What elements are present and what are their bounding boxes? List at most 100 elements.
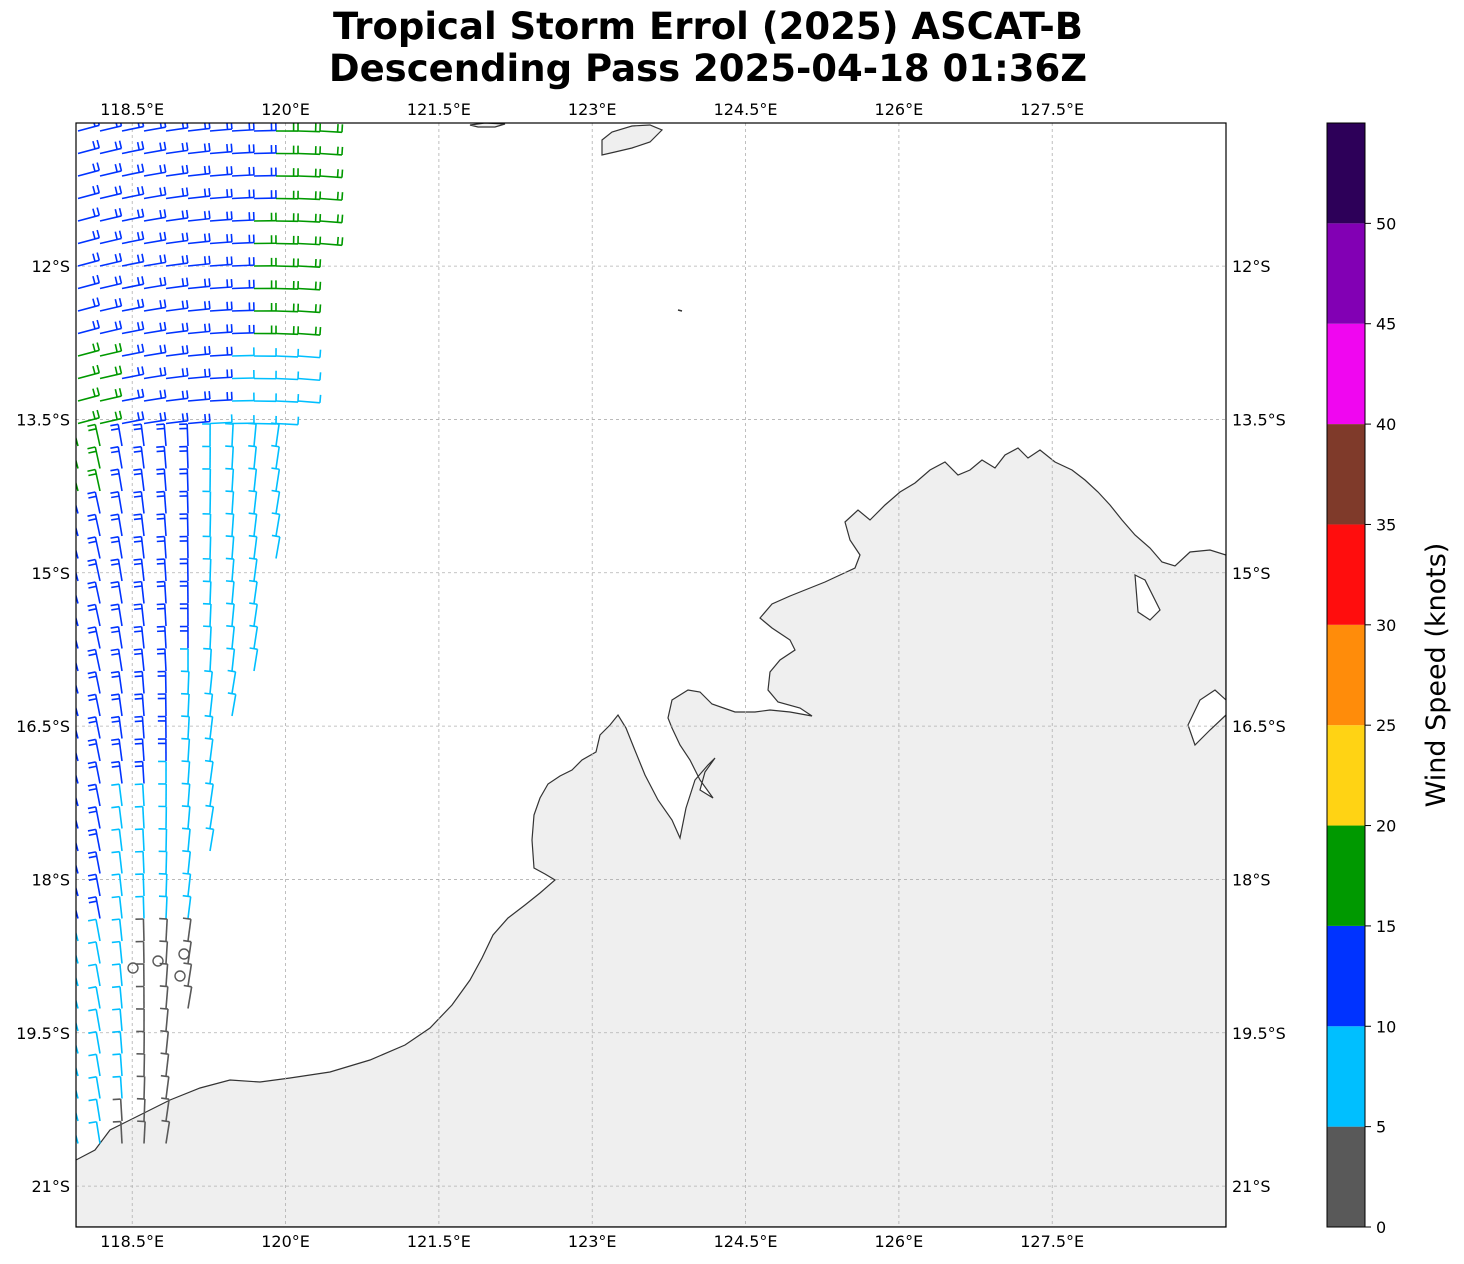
wind-barb-flag xyxy=(319,394,322,403)
lat-label-right: 13.5°S xyxy=(1232,410,1286,429)
wind-barb-flag xyxy=(88,877,97,881)
wind-barb-flag xyxy=(88,1120,97,1124)
wind-barb-flag xyxy=(65,785,73,787)
wind-barb-flag xyxy=(208,278,211,287)
wind-barb xyxy=(143,284,166,290)
wind-barb-flag xyxy=(92,253,96,262)
wind-barb-flag xyxy=(208,413,211,422)
wind-barb-flag xyxy=(65,1077,73,1079)
wind-barb xyxy=(76,1132,79,1144)
colorbar-bin xyxy=(1327,725,1365,826)
wind-barb-flag xyxy=(65,762,73,764)
wind-barb-flag xyxy=(66,474,74,476)
wind-barb xyxy=(297,400,320,404)
wind-barb xyxy=(95,919,101,942)
wind-barb-flag xyxy=(160,1074,169,1078)
wind-barb-flag xyxy=(65,1010,73,1012)
wind-barb xyxy=(118,829,123,852)
wind-barb xyxy=(163,558,167,582)
wind-barb-flag xyxy=(156,427,165,430)
wind-barb xyxy=(117,514,123,537)
wind-barb-flag xyxy=(111,805,120,809)
wind-barb xyxy=(99,350,122,357)
wind-barb-flag xyxy=(65,897,73,899)
wind-barb xyxy=(76,862,79,874)
wind-barb xyxy=(164,648,167,672)
wind-barb-flag xyxy=(271,444,280,448)
wind-barb-flag xyxy=(88,742,97,747)
wind-barb-flag xyxy=(66,496,74,498)
wind-barb xyxy=(253,649,259,672)
wind-barb xyxy=(209,353,233,357)
wind-barb xyxy=(165,172,188,177)
wind-barb-flag xyxy=(134,760,143,763)
wind-barb-flag xyxy=(181,165,185,174)
wind-barb xyxy=(140,649,145,672)
wind-barb xyxy=(231,581,235,604)
wind-barb-flag xyxy=(87,873,97,877)
wind-barb-flag xyxy=(156,490,165,493)
wind-barb-flag xyxy=(96,342,101,351)
wind-barb xyxy=(121,418,144,425)
wind-barb-flag xyxy=(114,163,118,173)
wind-barb-flag xyxy=(226,166,229,175)
wind-barb-flag xyxy=(156,517,165,520)
wind-barb-flag xyxy=(92,231,96,240)
wind-barb xyxy=(209,626,212,649)
wind-barb-flag xyxy=(87,423,96,428)
wind-barb xyxy=(163,603,167,627)
lon-label-bottom: 118.5°E xyxy=(100,1232,164,1251)
wind-barb-flag xyxy=(208,165,211,174)
wind-barb-flag xyxy=(111,760,120,764)
wind-barb xyxy=(95,1031,101,1054)
wind-barb-flag xyxy=(111,742,120,746)
wind-barb-flag xyxy=(66,834,74,836)
wind-barb-flag xyxy=(88,563,97,567)
lat-label-right: 19.5°S xyxy=(1232,1024,1286,1043)
wind-barb-flag xyxy=(136,412,141,421)
wind-barb xyxy=(187,919,192,942)
wind-barb-flag xyxy=(96,252,101,261)
wind-barb xyxy=(231,671,237,694)
lon-labels-top: 118.5°E 120°E 121.5°E 123°E 124.5°E 126°E 127.… xyxy=(100,100,1084,119)
wind-barb-flag xyxy=(111,607,120,611)
wind-barb-flag xyxy=(186,390,189,399)
wind-barb-flag xyxy=(203,143,207,152)
wind-barb xyxy=(165,420,188,425)
colorbar-tick-label: 50 xyxy=(1376,214,1396,233)
wind-barb-flag xyxy=(181,390,185,399)
wind-barb xyxy=(119,1009,123,1032)
wind-barb xyxy=(165,941,169,964)
wind-barb-flag xyxy=(65,672,73,674)
wind-barb-flag xyxy=(203,211,207,220)
colorbar-tick-label: 5 xyxy=(1376,1118,1386,1137)
wind-barb-flag xyxy=(87,513,96,517)
wind-barb-flag xyxy=(203,346,207,355)
wind-barb-flag xyxy=(134,765,143,768)
wind-barb-flag xyxy=(92,343,96,352)
wind-barb xyxy=(119,964,123,987)
wind-barb-flag xyxy=(96,274,101,284)
wind-barb-flag xyxy=(141,141,145,150)
wind-barb xyxy=(209,128,232,132)
wind-barb-flag xyxy=(141,298,145,307)
wind-barb-flag xyxy=(92,321,96,330)
wind-barb-flag xyxy=(88,1008,97,1012)
wind-barb xyxy=(76,750,79,762)
wind-barb xyxy=(231,626,236,649)
wind-barb-flag xyxy=(183,962,192,966)
wind-barb-flag xyxy=(111,850,120,854)
gridlines xyxy=(76,123,1226,1227)
wind-barb-flag xyxy=(65,627,73,629)
wind-barb xyxy=(142,806,145,829)
wind-barb-flag xyxy=(92,388,96,397)
wind-barb xyxy=(253,129,277,132)
wind-barb-flag xyxy=(88,787,97,792)
wind-barb xyxy=(253,424,257,447)
wind-barb-flag xyxy=(114,276,118,285)
wind-barb-flag xyxy=(185,209,189,219)
wind-barb-flag xyxy=(66,744,74,746)
wind-barb-flag xyxy=(111,895,120,899)
wind-barb xyxy=(253,152,277,155)
wind-barb xyxy=(99,215,122,222)
